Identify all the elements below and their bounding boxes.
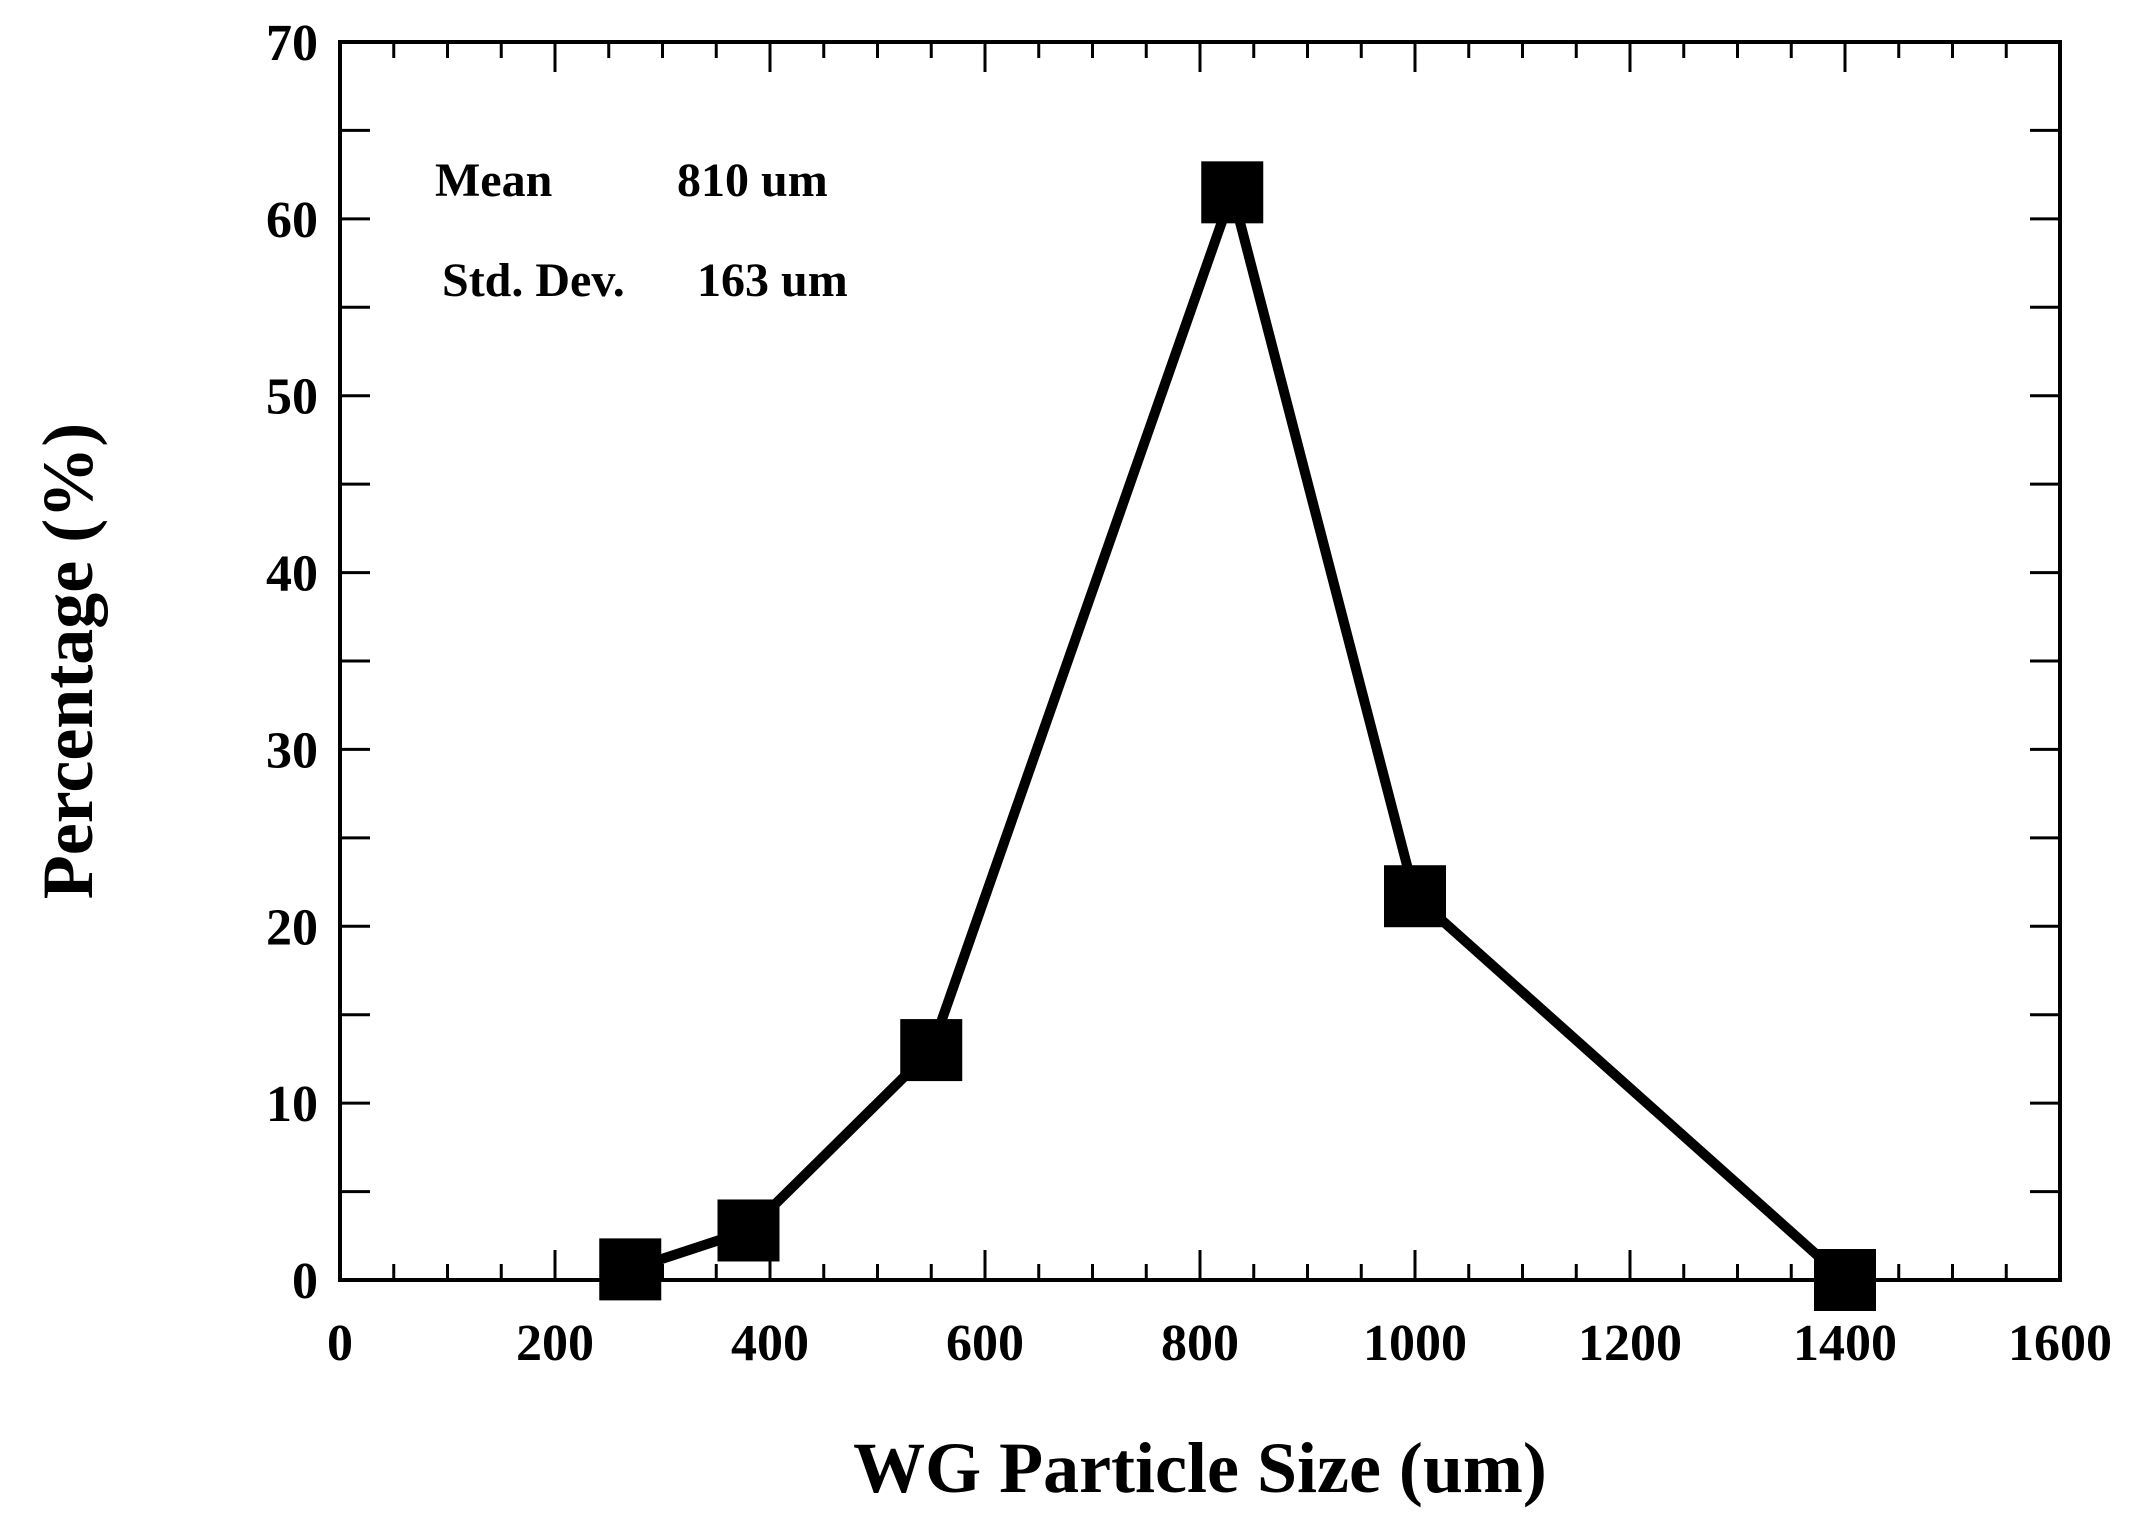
y-tick-label: 70 <box>266 15 318 72</box>
x-tick-label: 400 <box>731 1315 809 1372</box>
annotation-std-value: 163 um <box>697 254 848 307</box>
x-tick-label: 200 <box>516 1315 594 1372</box>
plot-frame <box>338 40 2062 1282</box>
x-tick-label: 1000 <box>1363 1315 1467 1372</box>
major-ticks <box>338 40 2062 1282</box>
annotation-mean-value: 810 um <box>677 154 828 207</box>
x-tick-label: 1400 <box>1793 1315 1897 1372</box>
data-point-marker <box>599 1238 662 1301</box>
data-point-marker <box>900 1019 963 1082</box>
y-tick-label: 0 <box>292 1253 318 1310</box>
x-tick-label: 800 <box>1161 1315 1239 1372</box>
data-point-marker <box>1814 1249 1876 1311</box>
x-tick-label: 1200 <box>1578 1315 1682 1372</box>
y-tick-label: 20 <box>266 899 318 956</box>
series-markers <box>599 161 1876 1311</box>
x-axis-label: WG Particle Size (um) <box>853 1428 1547 1508</box>
data-point-marker <box>717 1199 780 1262</box>
minor-ticks <box>340 42 2060 1280</box>
y-tick-label: 60 <box>266 192 318 249</box>
y-tick-label: 30 <box>266 722 318 779</box>
x-tick-label: 600 <box>946 1315 1024 1372</box>
y-tick-label: 10 <box>266 1076 318 1133</box>
annotation-mean-label: Mean <box>435 154 552 207</box>
y-tick-label: 40 <box>266 546 318 603</box>
y-tick-labels: 0 10 20 30 40 50 60 70 <box>266 15 318 1310</box>
y-axis-label: Percentage (%) <box>28 423 108 899</box>
x-tick-label: 1600 <box>2008 1315 2112 1372</box>
data-point-marker <box>1201 161 1264 224</box>
y-tick-label: 50 <box>266 369 318 426</box>
x-tick-label: 0 <box>327 1315 353 1372</box>
annotation-std-label: Std. Dev. <box>442 254 625 307</box>
x-tick-labels: 0 200 400 600 800 1000 1200 1400 1600 <box>327 1315 2112 1372</box>
series-line <box>628 175 1849 1284</box>
data-point-marker <box>1384 865 1446 928</box>
